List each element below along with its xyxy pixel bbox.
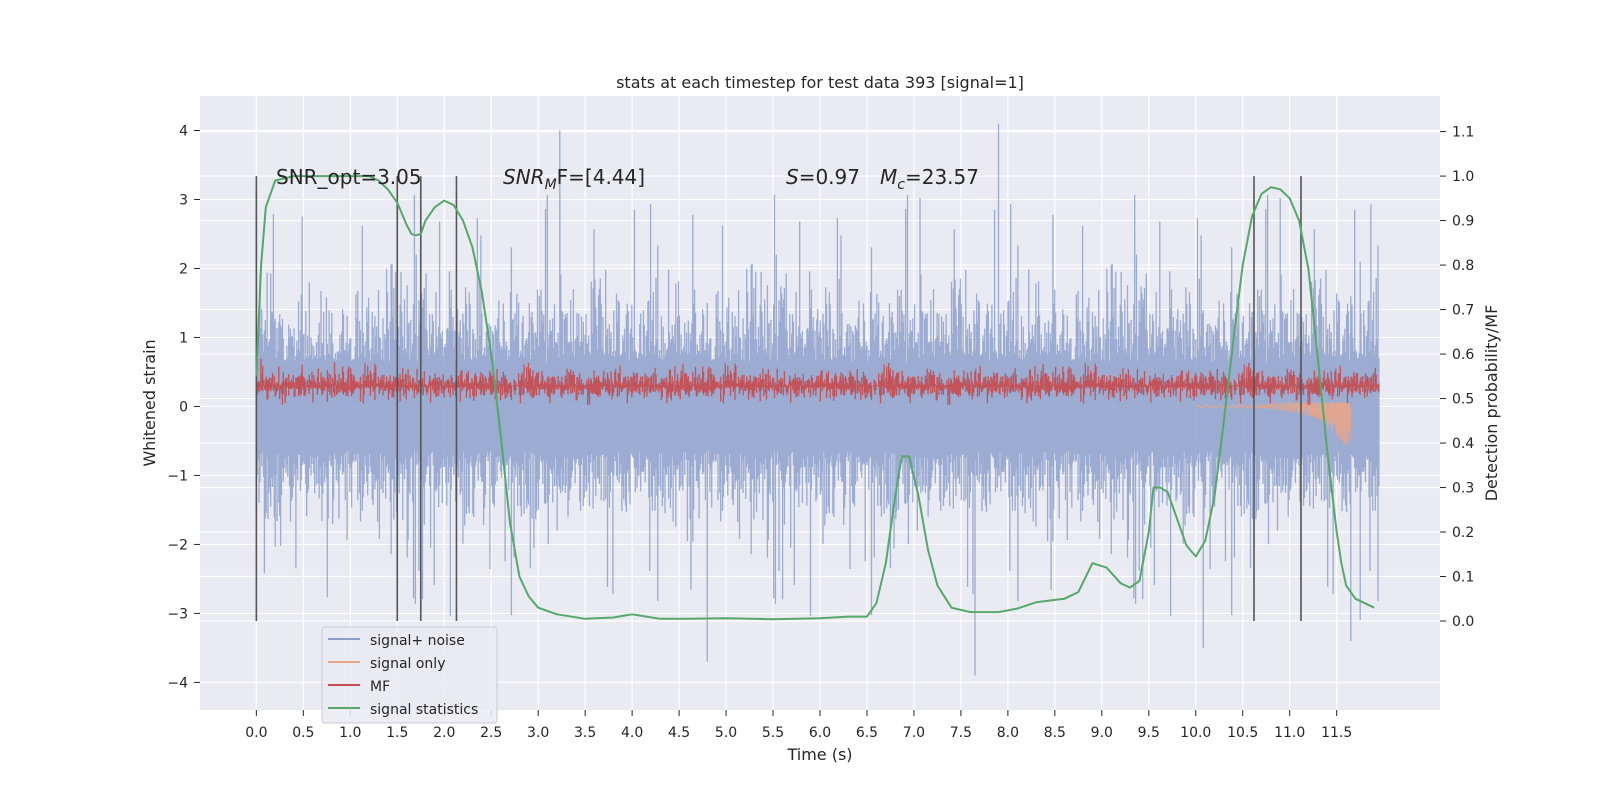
x-tick-label: 7.5 <box>950 725 972 741</box>
y-right-tick-label: 0.7 <box>1452 303 1474 319</box>
annotation-snr-mf: SNRMF=[4.44] <box>503 165 645 193</box>
x-tick-label: 0.0 <box>245 725 267 741</box>
x-tick-label: 5.5 <box>762 725 784 741</box>
x-tick-label: 1.5 <box>386 725 408 741</box>
annotation-s: S=0.97 <box>786 165 860 189</box>
x-tick-label: 11.0 <box>1274 725 1305 741</box>
x-tick-label: 7.0 <box>903 725 925 741</box>
x-axis-ticks: 0.0 0.5 1.0 1.5 2.0 2.5 3.0 3.5 4.0 4.5 5.0 5.5 6.0 6… <box>245 710 1352 741</box>
y-left-tick-label: 1 <box>179 330 188 346</box>
x-tick-label: 2.5 <box>480 725 502 741</box>
y-right-tick-label: 0.4 <box>1452 436 1474 452</box>
y-right-tick-label: 1.1 <box>1452 125 1474 141</box>
y-right-tick-label: 0.2 <box>1452 525 1474 541</box>
legend-label-signal-noise: signal+ noise <box>370 633 465 649</box>
x-tick-label: 6.5 <box>856 725 878 741</box>
y-right-axis-ticks: 1.1 1.0 0.9 0.8 0.7 0.6 0.5 0.4 0.3 0.2 0.1 0.0 <box>1440 125 1474 630</box>
legend: signal+ noise signal only MF signal stat… <box>321 626 498 724</box>
y-left-axis-ticks: 4 3 2 1 0 −1 −2 −3 −4 <box>167 123 200 691</box>
signal-statistics-layer <box>255 175 1375 621</box>
y-right-tick-label: 0.0 <box>1452 614 1474 630</box>
y-left-tick-label: 4 <box>179 123 188 139</box>
annotation-snr-opt: SNR_opt=3.05 <box>276 165 422 189</box>
y-left-tick-label: 2 <box>179 261 188 277</box>
x-tick-label: 9.0 <box>1091 725 1113 741</box>
y-right-axis-label: Detection probability/MF <box>1482 305 1501 502</box>
x-tick-label: 1.0 <box>339 725 361 741</box>
signal-statistics-line <box>255 175 1375 621</box>
y-right-tick-label: 0.1 <box>1452 570 1474 586</box>
x-axis-label: Time (s) <box>786 745 852 764</box>
x-tick-label: 10.0 <box>1180 725 1211 741</box>
vertical-markers <box>255 176 1302 622</box>
y-left-tick-label: −3 <box>167 606 188 622</box>
y-left-tick-label: −2 <box>167 537 188 553</box>
x-tick-label: 6.0 <box>809 725 831 741</box>
x-tick-label: 3.5 <box>574 725 596 741</box>
y-right-tick-label: 0.3 <box>1452 481 1474 497</box>
y-right-tick-label: 0.8 <box>1452 258 1474 274</box>
y-left-tick-label: −1 <box>167 468 188 484</box>
signal-only-series <box>1195 401 1352 446</box>
x-tick-label: 10.5 <box>1227 725 1258 741</box>
y-right-tick-label: 0.6 <box>1452 347 1474 363</box>
y-left-axis-label: Whitened strain <box>140 339 159 466</box>
y-right-tick-label: 0.9 <box>1452 214 1474 230</box>
y-right-tick-label: 0.5 <box>1452 392 1474 408</box>
x-tick-label: 9.5 <box>1138 725 1160 741</box>
x-tick-label: 2.0 <box>433 725 455 741</box>
x-tick-label: 4.0 <box>621 725 643 741</box>
annotation-mc: Mc=23.57 <box>880 165 979 193</box>
x-tick-label: 8.0 <box>997 725 1019 741</box>
y-left-tick-label: 3 <box>179 192 188 208</box>
y-left-tick-label: −4 <box>167 675 188 691</box>
legend-box <box>321 626 498 724</box>
x-tick-label: 0.5 <box>292 725 314 741</box>
x-tick-label: 3.0 <box>527 725 549 741</box>
x-tick-label: 4.5 <box>668 725 690 741</box>
x-tick-label: 5.0 <box>715 725 737 741</box>
x-tick-label: 8.5 <box>1044 725 1066 741</box>
y-right-tick-label: 1.0 <box>1452 169 1474 185</box>
legend-label-signal-only: signal only <box>370 656 445 672</box>
legend-label-signal-statistics: signal statistics <box>370 702 478 718</box>
y-left-tick-label: 0 <box>179 399 188 415</box>
chart-title: stats at each timestep for test data 393… <box>616 73 1024 92</box>
x-tick-label: 11.5 <box>1321 725 1352 741</box>
legend-label-mf: MF <box>370 679 390 695</box>
